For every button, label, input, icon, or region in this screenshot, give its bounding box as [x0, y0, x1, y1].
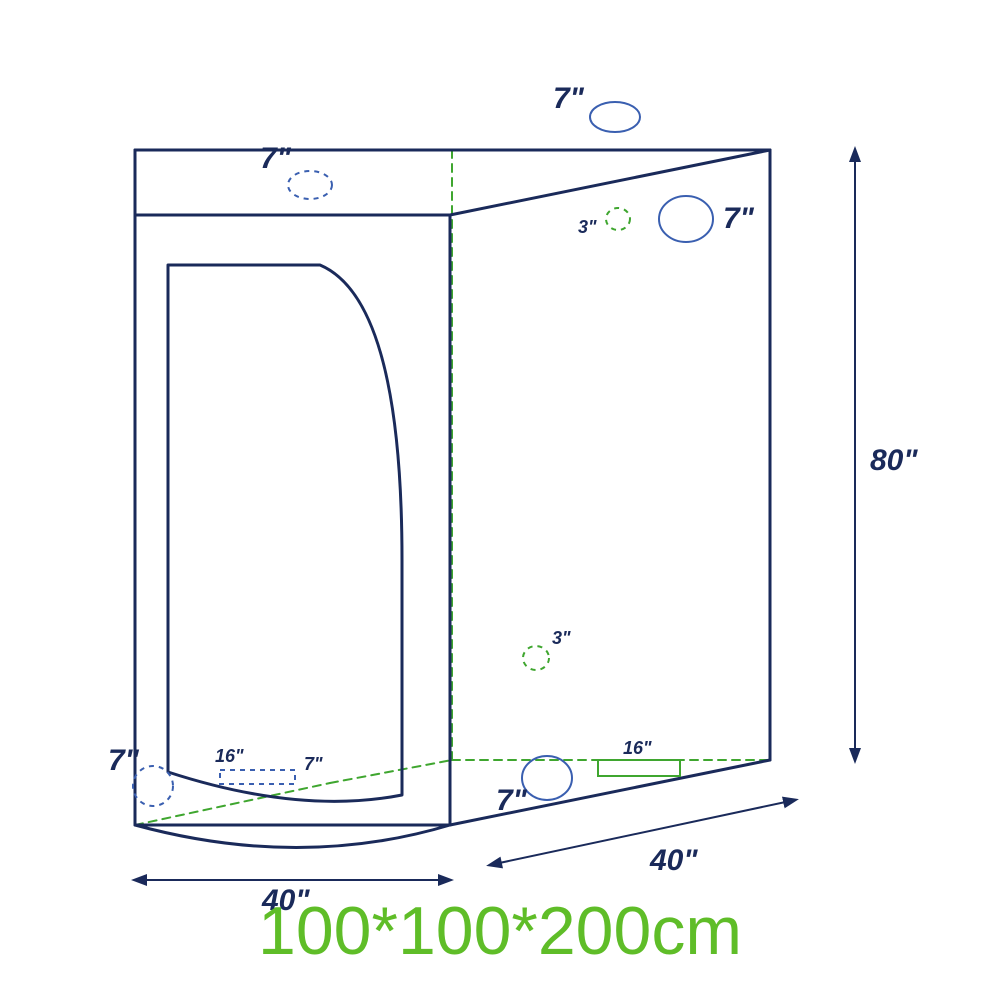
tent-diagram: 7"7"7"3"3"7"7"16"16"7"40"40"80" — [0, 0, 1000, 1000]
dimension-line — [490, 800, 795, 865]
svg-text:16": 16" — [623, 738, 652, 758]
svg-text:7": 7" — [496, 784, 528, 817]
svg-text:3": 3" — [578, 217, 597, 237]
svg-text:3": 3" — [552, 628, 571, 648]
svg-text:7": 7" — [260, 142, 292, 175]
svg-text:7": 7" — [553, 82, 585, 115]
svg-text:7": 7" — [304, 754, 323, 774]
metric-caption: 100*100*200cm — [0, 892, 1000, 970]
svg-text:40": 40" — [649, 844, 698, 877]
svg-text:80": 80" — [870, 444, 918, 477]
svg-text:7": 7" — [108, 744, 140, 777]
svg-text:16": 16" — [215, 746, 244, 766]
svg-text:7": 7" — [723, 202, 755, 235]
